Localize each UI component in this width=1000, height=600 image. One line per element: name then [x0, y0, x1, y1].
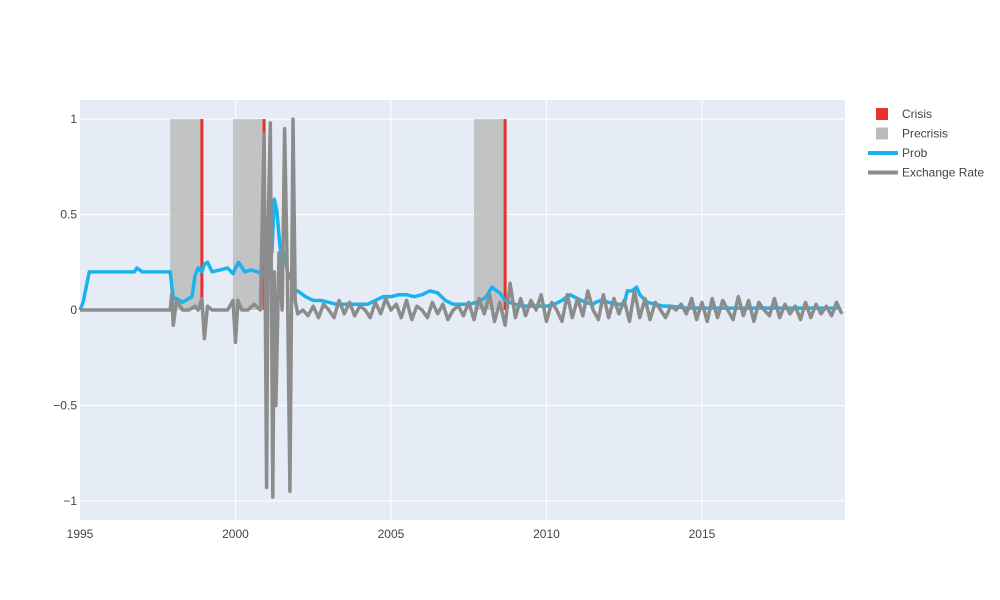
legend-swatch	[876, 108, 888, 120]
x-tick-label-1: 2000	[222, 527, 249, 541]
y-tick-label-0: 1	[70, 112, 77, 126]
x-tick-label-4: 2015	[689, 527, 716, 541]
legend-label: Precrisis	[902, 127, 948, 141]
legend-item-exchange-rate[interactable]: Exchange Rate	[868, 166, 984, 180]
y-tick-label-2: 0	[70, 303, 77, 317]
x-tick-label-2: 2005	[378, 527, 405, 541]
precrisis-band-1	[233, 119, 265, 310]
legend-label: Prob	[902, 146, 928, 160]
y-tick-label-3: −0.5	[53, 398, 77, 412]
crisis-bar-0	[200, 119, 204, 310]
legend-label: Exchange Rate	[902, 166, 984, 180]
y-tick-label-4: −1	[63, 494, 77, 508]
legend-item-prob[interactable]: Prob	[868, 146, 928, 160]
legend-item-crisis[interactable]: Crisis	[876, 107, 932, 121]
axis-tick-labels: 1 0.5 0 −0.5 −1 1995 2000 2005 2010 2015	[53, 112, 715, 541]
y-tick-label-1: 0.5	[60, 208, 77, 222]
precrisis-band-2	[474, 119, 506, 310]
legend-label: Crisis	[902, 107, 932, 121]
prob-series-line	[78, 197, 839, 311]
x-tick-label-3: 2010	[533, 527, 560, 541]
legend-swatch	[876, 127, 888, 140]
series-lines	[78, 117, 844, 499]
crisis-bar-2	[503, 119, 507, 310]
legend-item-precrisis[interactable]: Precrisis	[876, 127, 948, 141]
exchange-rate-series-line	[80, 117, 844, 499]
legend[interactable]: Crisis Precrisis Prob Exchange Rate	[868, 107, 984, 180]
precrisis-bands	[170, 119, 506, 310]
x-tick-label-0: 1995	[67, 527, 94, 541]
precrisis-band-0	[170, 119, 202, 310]
